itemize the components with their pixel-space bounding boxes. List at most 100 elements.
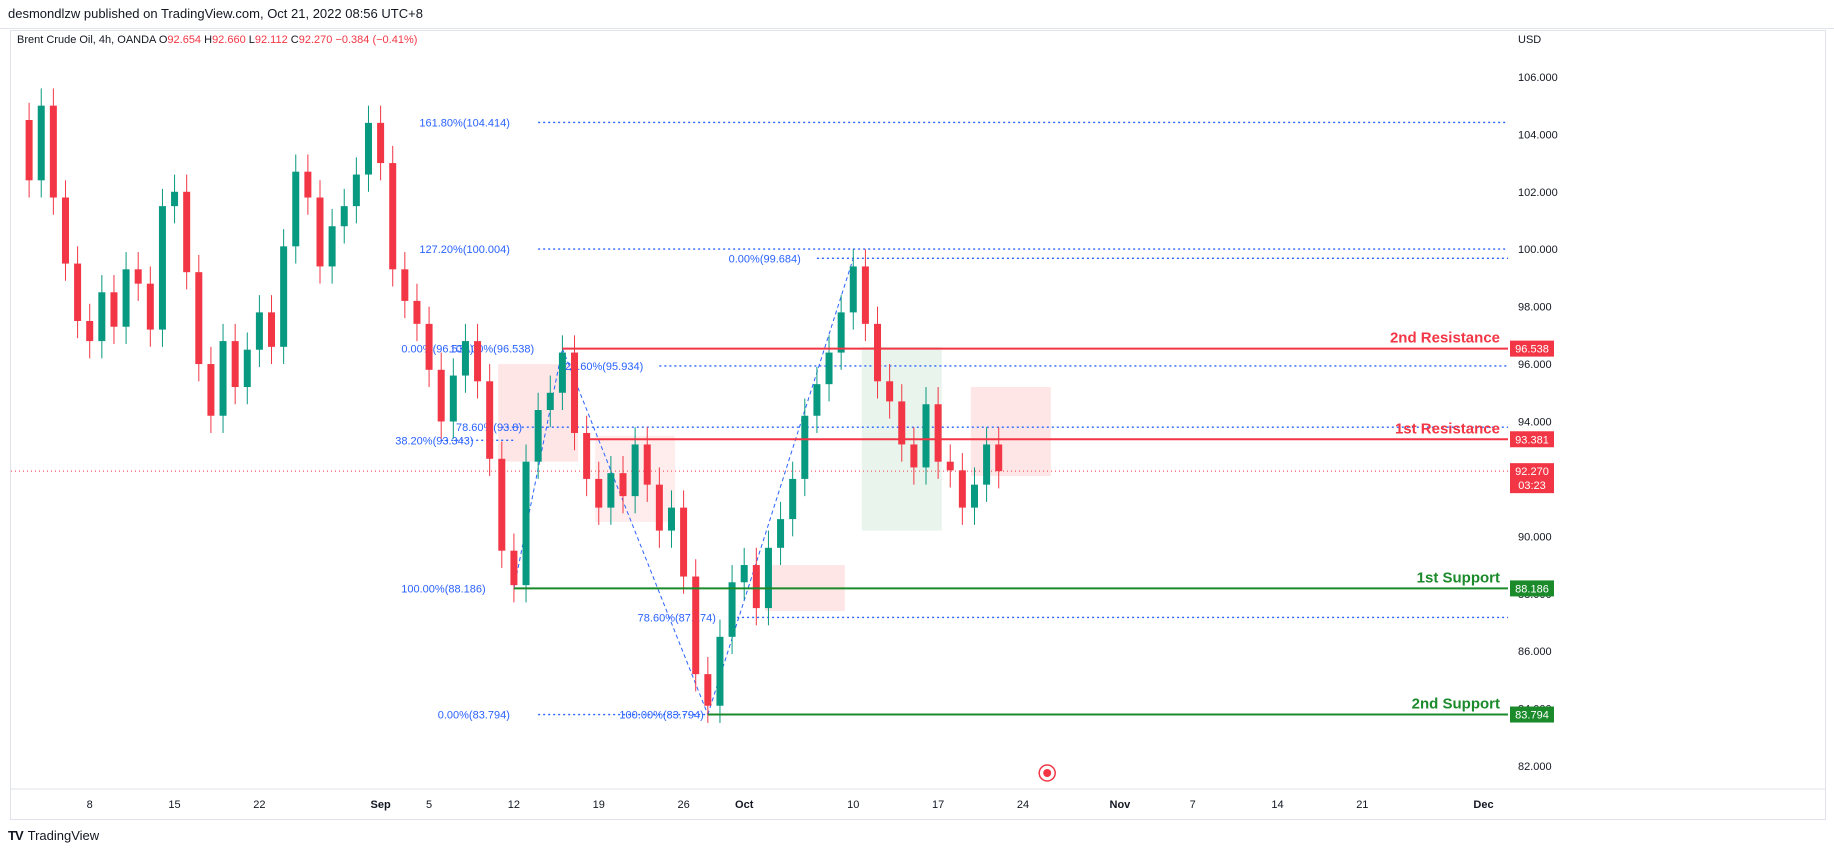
candle-body — [316, 197, 324, 267]
candle-body — [37, 105, 45, 181]
candle-body — [183, 191, 191, 273]
cloud-area — [970, 387, 1051, 477]
us-flag-event-icon-inner — [1043, 769, 1052, 777]
candle-body — [861, 266, 869, 324]
fib-label: 0.00%(83.794) — [438, 710, 510, 722]
candle-body — [534, 410, 542, 462]
candle-body — [328, 226, 336, 267]
x-tick-label: 8 — [87, 799, 93, 811]
fib-label: 100.00%(96.538) — [450, 344, 534, 356]
x-tick-label: Oct — [735, 799, 754, 811]
candle-body — [789, 478, 797, 520]
candle-body — [571, 352, 579, 433]
candle-body — [389, 163, 397, 270]
level-price-tag — [1510, 580, 1554, 597]
candle-body — [255, 312, 263, 350]
candle-body — [692, 576, 700, 675]
y-tick-label: 82.000 — [1518, 761, 1552, 773]
level-price-tag-text: 93.381 — [1515, 434, 1549, 446]
candle-body — [922, 404, 930, 468]
x-tick-label: 7 — [1190, 799, 1196, 811]
candle-body — [752, 565, 760, 609]
candle-body — [61, 197, 69, 264]
candle-body — [243, 349, 251, 388]
candle-body — [231, 341, 239, 388]
candle-body — [401, 269, 409, 301]
fib-label: 23.60%(95.934) — [565, 361, 643, 373]
candle-body — [413, 300, 421, 324]
candle-body — [583, 432, 591, 479]
candle-body — [292, 171, 300, 247]
candle-body — [510, 550, 518, 586]
candle-body — [655, 484, 663, 531]
level-label-resistance: 2nd Resistance — [1390, 330, 1500, 347]
fib-label: 127.20%(100.004) — [419, 244, 510, 256]
candle-body — [171, 191, 179, 207]
level-label-resistance: 1st Resistance — [1395, 420, 1500, 437]
candle-body — [207, 364, 215, 416]
candle-body — [110, 292, 118, 327]
candle-body — [740, 565, 748, 583]
candle-body — [304, 171, 312, 198]
publisher-line: desmondlzw published on TradingView.com,… — [8, 6, 423, 21]
candle-body — [631, 444, 639, 497]
candle-body — [777, 519, 785, 548]
candle-body — [886, 381, 894, 402]
candle-body — [146, 283, 154, 330]
x-tick-label: Sep — [371, 799, 391, 811]
candle-body — [352, 174, 360, 207]
x-tick-label: 12 — [508, 799, 520, 811]
x-tick-label: Nov — [1110, 799, 1132, 811]
x-tick-label: 5 — [426, 799, 432, 811]
level-price-tag — [1510, 340, 1554, 357]
x-tick-label: 26 — [677, 799, 689, 811]
fib-swing-line — [561, 348, 709, 715]
candle-body — [619, 473, 627, 497]
top-bar: desmondlzw published on TradingView.com,… — [0, 0, 1834, 29]
x-tick-label: 21 — [1356, 799, 1368, 811]
candle-body — [558, 352, 566, 393]
level-price-tag-text: 96.538 — [1515, 344, 1549, 356]
x-tick-label: 15 — [168, 799, 180, 811]
candle-body — [728, 582, 736, 637]
fib-label: 100.00%(83.794) — [619, 710, 703, 722]
footer: TV TradingView — [8, 826, 99, 846]
candle-body — [643, 444, 651, 485]
footer-brand[interactable]: TradingView — [27, 828, 100, 843]
level-price-tag — [1510, 706, 1554, 723]
y-tick-label: 86.000 — [1518, 646, 1552, 658]
candle-body — [825, 352, 833, 385]
fib-label: 38.20%(93.343) — [395, 435, 473, 447]
candle-body — [98, 292, 106, 342]
candle-body — [522, 461, 530, 586]
candle-body — [377, 122, 385, 164]
candle-body — [837, 312, 845, 353]
candle-body — [680, 507, 688, 577]
candle-body — [607, 473, 615, 508]
x-tick-label: 14 — [1271, 799, 1283, 811]
tradingview-logo-icon: TV — [8, 828, 24, 843]
candle-body — [498, 458, 506, 551]
y-tick-label: 96.000 — [1518, 359, 1552, 371]
y-tick-label: 98.000 — [1518, 302, 1552, 314]
x-tick-label: 24 — [1017, 799, 1029, 811]
candle-body — [946, 461, 954, 471]
fib-label: 0.00%(99.684) — [729, 253, 801, 265]
candle-body — [219, 341, 227, 416]
candle-body — [364, 122, 372, 175]
fib-label: 0.00%(96.538) — [401, 344, 473, 356]
candle-body — [461, 341, 469, 376]
countdown-tag-text: 03:23 — [1518, 480, 1546, 492]
candle-body — [704, 674, 712, 706]
y-tick-label: 106.000 — [1518, 72, 1558, 84]
x-tick-label: 19 — [593, 799, 605, 811]
candle-body — [874, 323, 882, 382]
price-chart[interactable]: Brent Crude Oil, 4h, OANDA O92.654 H92.6… — [11, 31, 1825, 819]
candle-body — [268, 312, 276, 347]
fib-swing-line — [707, 258, 854, 715]
fib-label: 78.60%(87.174) — [638, 612, 716, 624]
chart-frame[interactable]: Brent Crude Oil, 4h, OANDA O92.654 H92.6… — [10, 30, 1826, 820]
candle-body — [86, 320, 94, 342]
candle-body — [425, 323, 433, 370]
candle-body — [449, 375, 457, 422]
